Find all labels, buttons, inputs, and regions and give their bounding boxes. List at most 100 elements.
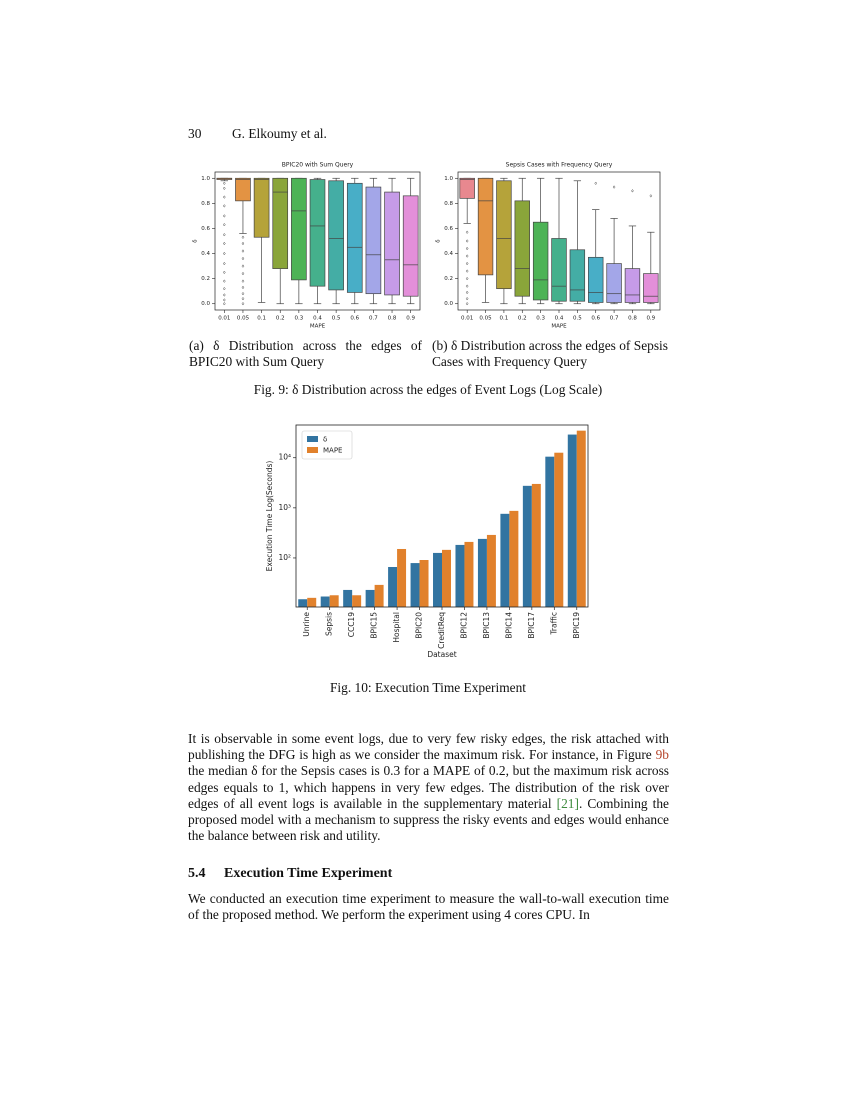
subcaption: (a) δ Distribution across the edges of B…	[189, 338, 422, 370]
bar	[464, 541, 474, 607]
chart-title: Sepsis Cases with Frequency Query	[506, 162, 613, 169]
outlier	[649, 194, 653, 198]
box	[309, 179, 326, 287]
x-tick-label: 0.2	[276, 316, 285, 322]
bar	[397, 548, 407, 607]
section-number: 5.4	[188, 866, 206, 881]
bar	[298, 599, 308, 607]
x-tick-label: 0.9	[406, 316, 415, 322]
y-tick-label: 0.4	[201, 251, 210, 257]
y-tick-label: 0.6	[201, 226, 210, 232]
outlier	[465, 254, 469, 258]
box	[496, 180, 512, 290]
outlier	[465, 296, 469, 301]
y-tick-label: 1.0	[201, 176, 210, 182]
y-tick-label: 0.0	[444, 301, 453, 307]
outlier	[465, 276, 469, 281]
x-tick-label: 0.1	[500, 316, 509, 322]
x-tick-label: 0.3	[294, 316, 303, 322]
x-tick-label: 0.01	[461, 316, 473, 322]
box	[365, 186, 382, 295]
outlier	[241, 296, 245, 301]
boxplot-chart: Sepsis Cases with Frequency Query 0.0 0.2 0…	[436, 162, 661, 330]
x-tick-label: 0.05	[479, 316, 492, 322]
box	[624, 268, 641, 303]
text: . Combining the proposed model with a me…	[188, 795, 670, 844]
bar	[365, 589, 375, 607]
box	[384, 191, 400, 296]
x-tick-label: CreditReq	[437, 612, 446, 649]
x-tick-label: 0.2	[518, 316, 527, 322]
x-tick-label: 0.7	[610, 316, 619, 322]
bar	[567, 434, 577, 607]
chart-title: BPIC20 with Sum Query	[282, 162, 354, 169]
citation-link[interactable]: [21]	[556, 795, 579, 811]
legend-swatch	[307, 447, 318, 453]
outlier	[241, 256, 245, 261]
outlier	[631, 189, 634, 193]
figure-caption: Fig. 9: δ Distribution across the edges …	[253, 382, 603, 397]
paragraph: It is observable in some event logs, due…	[188, 731, 669, 844]
y-tick-label: 0.8	[444, 201, 453, 207]
outlier	[241, 285, 245, 290]
bar	[442, 549, 451, 607]
x-tick-label: BPIC13	[482, 612, 491, 639]
text: It is observable in some event logs, due…	[188, 731, 669, 763]
x-tick-label: Hospital	[392, 612, 401, 643]
box	[643, 273, 659, 303]
x-tick-label: 0.1	[257, 316, 266, 322]
bar	[576, 430, 586, 607]
bar	[419, 560, 429, 607]
box	[532, 221, 549, 301]
outlier	[223, 270, 226, 275]
bar	[374, 584, 384, 607]
figure-link[interactable]: 9b	[655, 747, 669, 763]
outlier	[241, 279, 245, 283]
outlier	[241, 291, 245, 296]
y-tick-label: 0.6	[444, 226, 453, 232]
y-tick-label: 10²	[278, 553, 291, 562]
y-tick-label: 1.0	[444, 176, 453, 182]
running-head: G. Elkoumy et al.	[232, 126, 327, 141]
outlier	[223, 286, 226, 291]
outlier	[223, 302, 226, 306]
x-axis-label: MAPE	[310, 324, 326, 330]
box	[606, 263, 622, 303]
outlier	[465, 284, 469, 288]
bar	[343, 589, 353, 607]
x-tick-label: 0.8	[628, 316, 637, 322]
box	[402, 195, 419, 297]
outlier	[241, 264, 245, 268]
bar	[455, 544, 465, 607]
outlier	[465, 246, 469, 251]
plot-frame	[214, 171, 421, 311]
text: the median δ for the Sepsis cases is 0.3…	[188, 763, 669, 811]
y-axis-label: δ	[436, 239, 442, 243]
outlier	[223, 186, 226, 191]
box	[253, 177, 270, 238]
bar	[545, 456, 555, 607]
x-tick-label: CCC19	[347, 612, 356, 637]
outlier	[223, 251, 226, 256]
outlier	[241, 241, 245, 246]
outlier	[223, 195, 226, 199]
plot-frame	[295, 424, 589, 608]
x-tick-label: BPIC19	[572, 612, 581, 639]
outlier	[612, 185, 616, 189]
section-title: Execution Time Experiment	[224, 866, 393, 881]
x-tick-label: BPIC17	[527, 612, 536, 639]
box	[551, 238, 567, 302]
bar	[388, 566, 398, 607]
bar	[307, 597, 317, 607]
box	[588, 256, 604, 303]
outlier	[223, 293, 226, 297]
outlier	[594, 181, 598, 186]
outlier	[223, 222, 226, 227]
legend-swatch	[307, 436, 318, 442]
box	[235, 177, 251, 202]
y-tick-label: 10³	[278, 503, 291, 512]
y-tick-label: 0.0	[201, 301, 210, 307]
outlier	[465, 230, 469, 234]
page-number: 30	[188, 126, 202, 141]
